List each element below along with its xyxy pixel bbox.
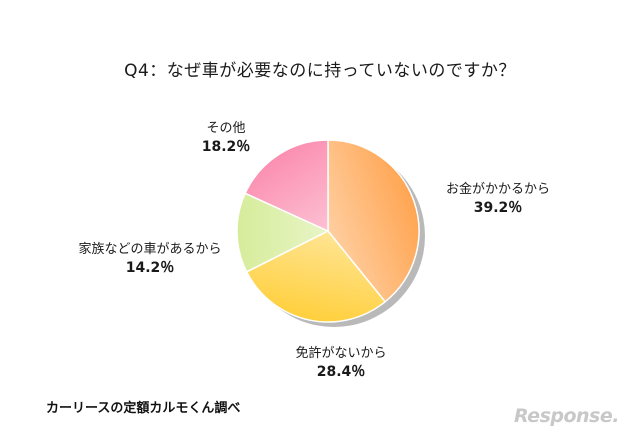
slice-label-license-name: 免許がないから: [295, 346, 387, 361]
pie-slice-4: [244, 139, 329, 232]
pie-slice-1: [327, 139, 420, 303]
source-note: カーリースの定額カルモくん調べ: [46, 401, 241, 416]
slice-label-money: お金がかかるから 39.2％: [436, 181, 560, 217]
response-logo: Response.: [514, 405, 619, 427]
slice-label-license-value: 28.4％: [316, 364, 366, 380]
slice-label-license: 免許がないから 28.4％: [286, 345, 396, 381]
slice-label-family-car-name: 家族などの車があるから: [78, 242, 222, 257]
slice-label-other-name: その他: [206, 121, 246, 136]
slice-label-family-car-value: 14.2％: [125, 260, 175, 276]
slice-label-family-car: 家族などの車があるから 14.2％: [64, 241, 236, 277]
slice-label-money-value: 39.2％: [473, 200, 523, 216]
slice-label-other: その他 18.2％: [186, 120, 266, 156]
slice-label-other-value: 18.2％: [201, 139, 251, 155]
chart-title: Q4：なぜ車が必要なのに持っていないのですか？: [124, 61, 516, 81]
slice-label-money-name: お金がかかるから: [445, 182, 550, 197]
pie-slice-2: [245, 230, 386, 323]
pie-slice-3: [236, 192, 329, 273]
